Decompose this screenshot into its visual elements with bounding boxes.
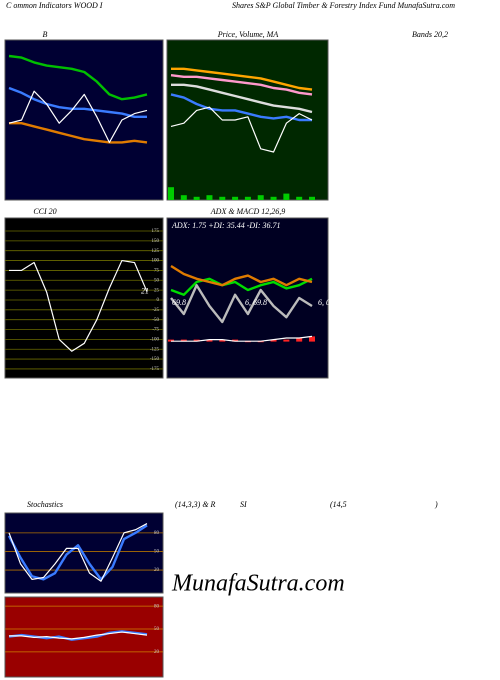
bar [309,196,315,200]
y-tick-label: 150 [152,239,160,244]
header-left: C ommon Indicators WOOD I [6,1,103,10]
panel-title: B [43,30,48,39]
y-tick-label: -50 [152,318,159,323]
y-tick-label: 75 [154,269,160,274]
series-line [170,74,313,96]
panel-title: Price, Volume, MA [217,30,279,39]
bar [180,195,187,200]
rsi-title: SI [240,500,247,509]
panel-bg [4,217,164,379]
y-tick-label: 20 [154,650,160,655]
y-tick-label: 50 [154,627,160,632]
series-line [8,54,148,101]
bar [232,196,239,200]
y-tick-label: -150 [150,357,160,362]
y-tick-label: 125 [152,249,160,254]
series-line [170,106,313,153]
rsi-params: (14,5 [330,500,347,509]
y-tick-label: 50 [154,550,160,555]
panel-title: CCI 20 [33,207,56,216]
stoch-params: (14,3,3) & R [175,500,216,509]
series-line [9,259,148,352]
bar [283,193,290,200]
series-line [8,523,148,582]
last-value-label: 21 [141,287,149,296]
bar [296,338,303,342]
series-line [171,67,313,91]
y-tick-label: 20 [154,568,160,573]
y-tick-label: -125 [150,347,160,352]
annotation: 6, 0 [318,298,330,307]
y-tick-label: -25 [152,308,159,313]
series-line [171,335,313,342]
bar [283,339,290,342]
bar [257,195,264,200]
bar [270,196,277,200]
annotation: ADX: 1.75 +DI: 35.44 -DI: 36.71 [171,221,281,230]
series-line [9,631,148,640]
panel-title: ADX & MACD 12,26,9 [210,207,285,216]
y-tick-label: 175 [152,229,160,234]
y-tick-label: 80 [154,531,160,536]
y-tick-label: -75 [152,328,159,333]
bar [193,196,200,200]
series-line [170,264,313,287]
series-line [170,284,313,324]
stoch-title: Stochastics [27,500,63,509]
annotation: 69.8 [172,298,186,307]
y-tick-label: 25 [154,288,160,293]
series-line [8,90,148,143]
y-tick-label: 0 [157,298,160,303]
series-line [7,524,148,581]
y-tick-label: -175 [150,367,160,372]
bar [309,336,315,342]
bar [219,339,226,342]
bar [296,196,303,200]
watermark: MunafaSutra.com [171,571,345,597]
rsi-close: ) [434,500,438,509]
header-right: Shares S&P Global Timber & Forestry Inde… [232,1,455,10]
series-line [8,630,148,641]
bar [168,187,174,200]
series-line [9,121,148,144]
series-line [170,93,312,122]
bands-label: Bands 20,2 [412,30,448,39]
bar [219,196,226,200]
y-tick-label: -100 [150,338,160,343]
series-line [8,86,147,119]
y-tick-label: 100 [152,259,160,264]
y-tick-label: 80 [154,604,160,609]
series-line [170,277,313,296]
bar [206,339,213,342]
bar [244,196,251,200]
y-tick-label: 50 [154,278,160,283]
bar [206,195,213,200]
series-line [171,83,313,114]
annotation: 6, 69.8 [245,298,267,307]
panel-bg [4,39,164,201]
bar [270,339,277,342]
